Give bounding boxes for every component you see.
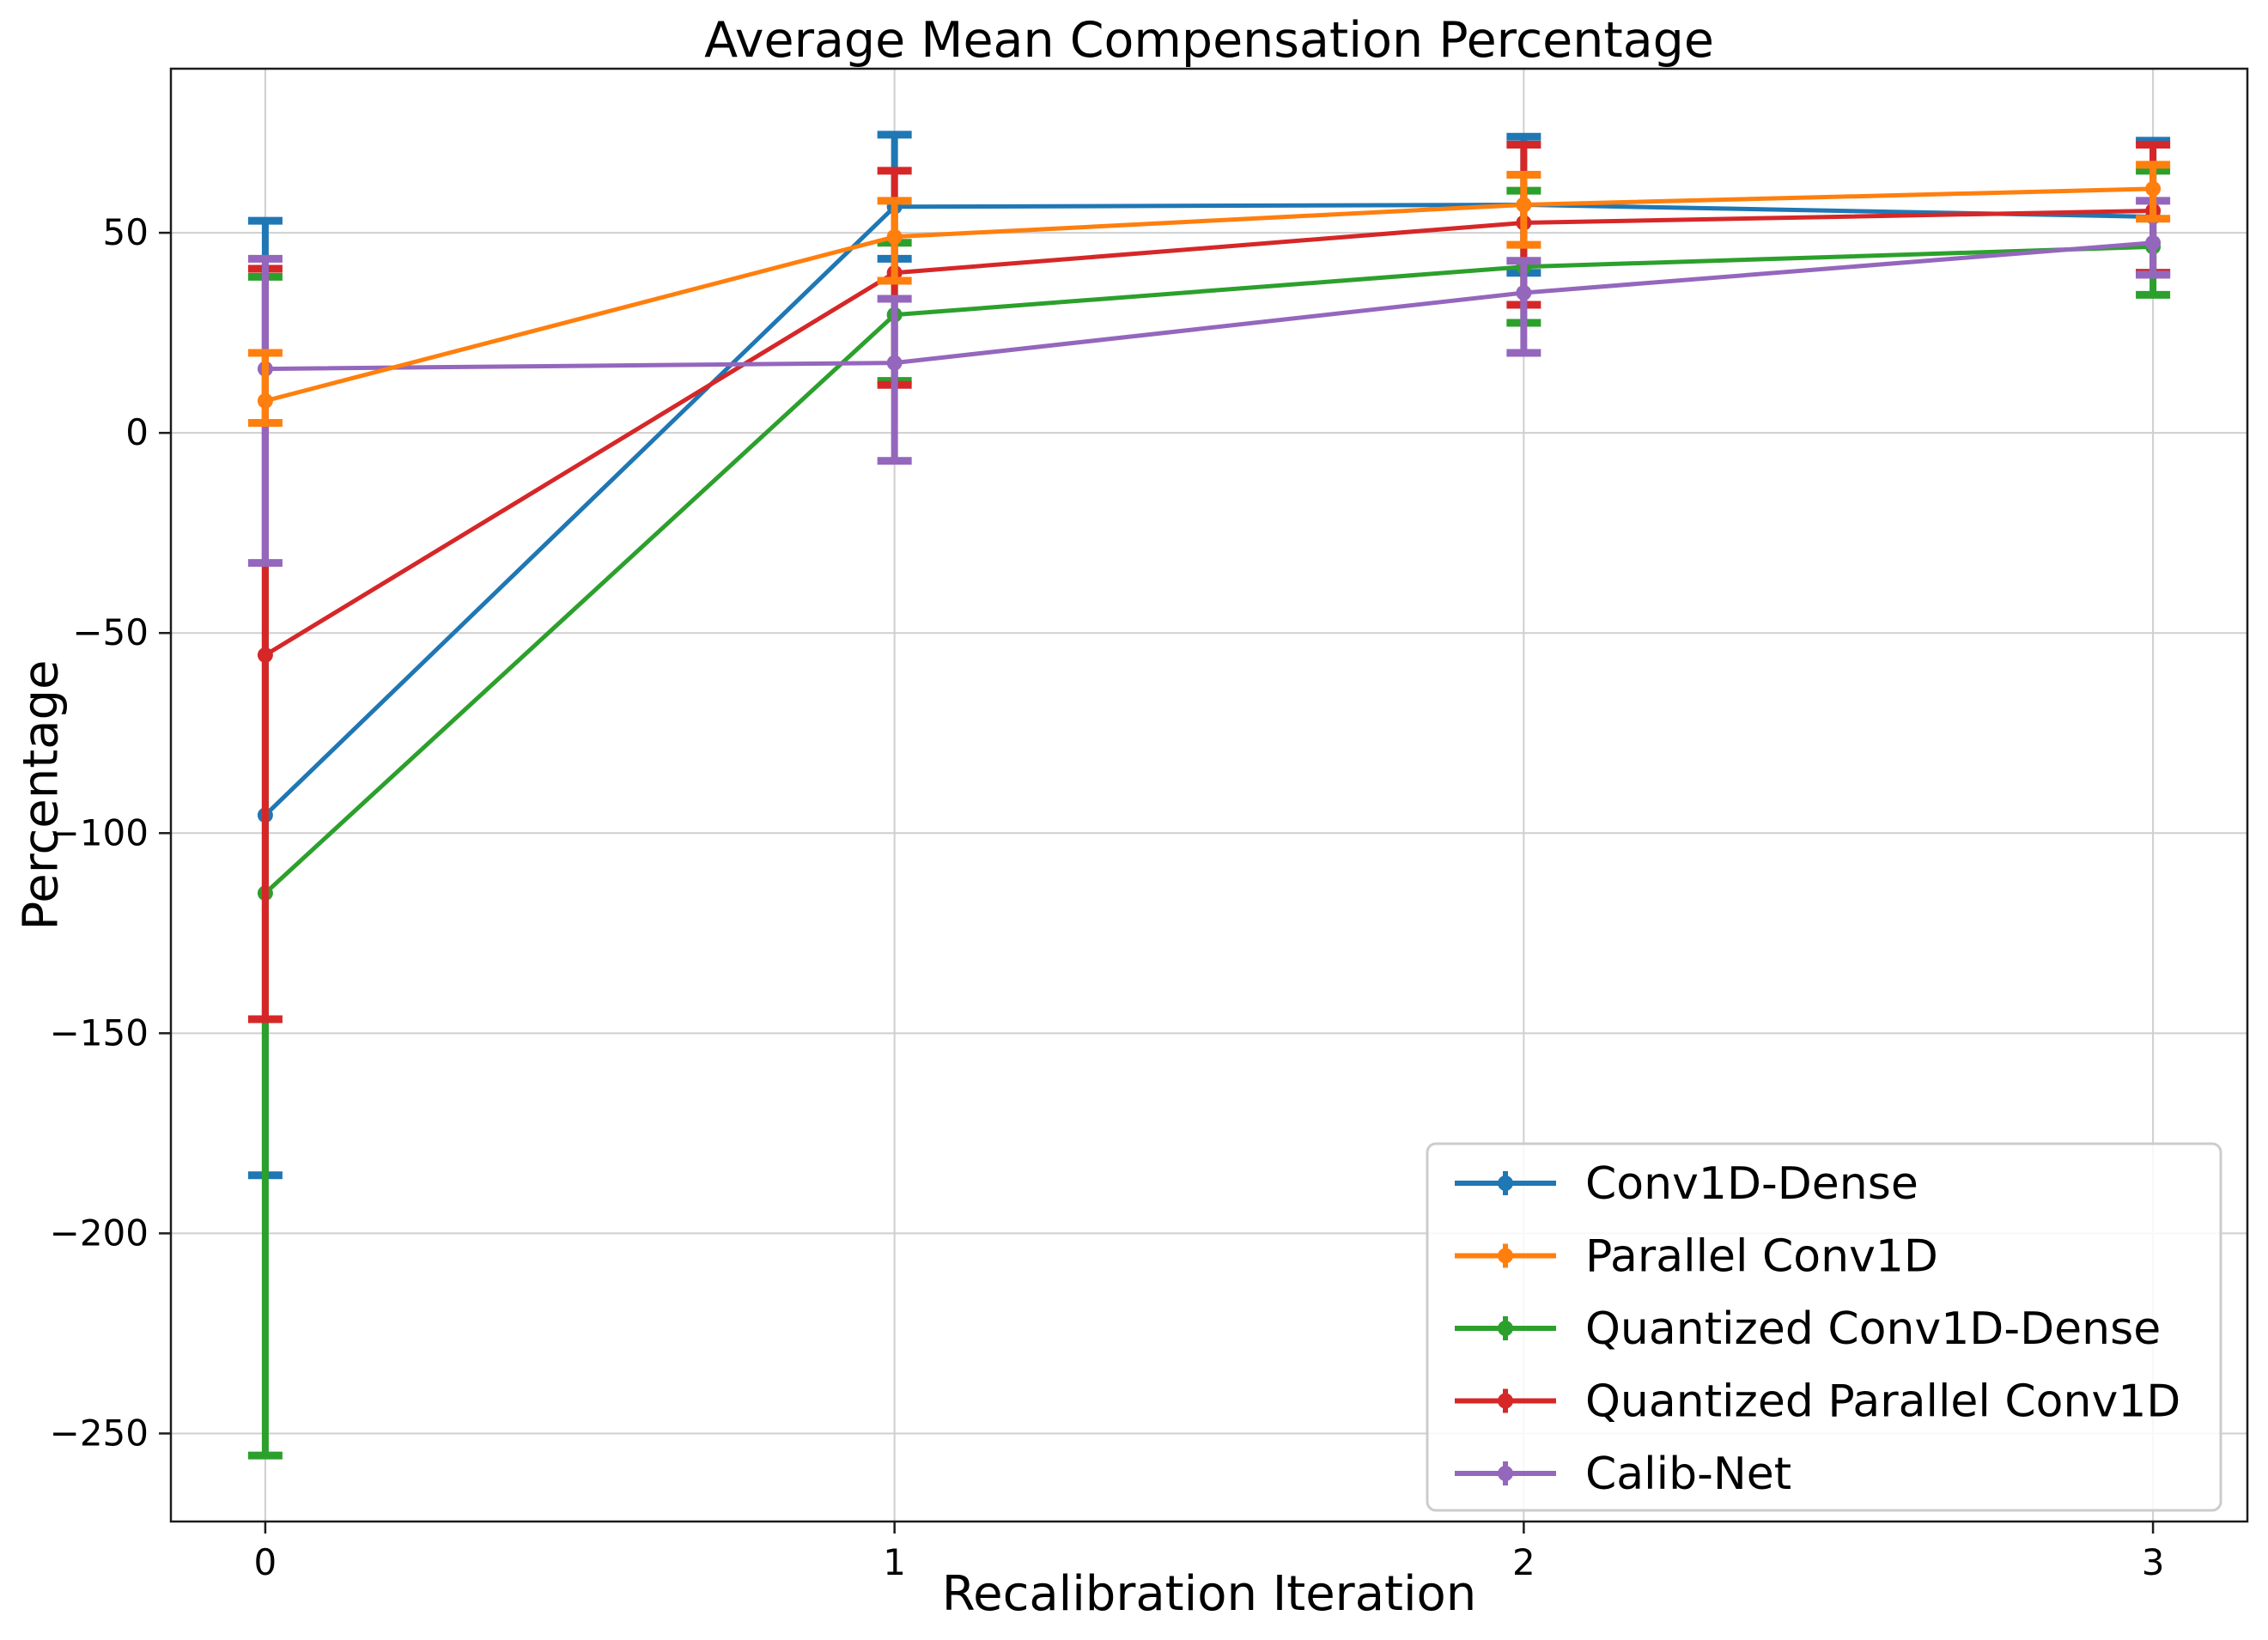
series-marker [1516, 197, 1532, 213]
y-axis-label: Percentage [13, 659, 70, 931]
legend-marker-icon [1498, 1393, 1513, 1409]
x-tick-label: 1 [883, 1541, 906, 1583]
series-line [263, 202, 2156, 817]
series-line [263, 244, 2156, 896]
legend-marker-icon [1498, 1321, 1513, 1336]
legend-label: Conv1D-Dense [1585, 1158, 1918, 1210]
x-tick-label: 3 [2142, 1541, 2165, 1583]
y-tick-label: 50 [103, 211, 149, 253]
x-axis-label: Recalibration Iteration [941, 1566, 1477, 1622]
series-marker [257, 392, 273, 409]
y-tick-label: −50 [72, 611, 149, 653]
chart-title: Average Mean Compensation Percentage [704, 12, 1714, 69]
x-tick-label: 0 [254, 1541, 277, 1583]
y-tick-label: 0 [125, 411, 149, 453]
x-tick-label: 2 [1512, 1541, 1535, 1583]
legend-marker-icon [1498, 1175, 1513, 1191]
y-tick-label: −100 [50, 811, 149, 853]
series-line [263, 208, 2156, 658]
series-marker [1516, 285, 1532, 301]
legend-label: Parallel Conv1D [1585, 1231, 1938, 1283]
y-tick-label: −200 [50, 1212, 149, 1254]
y-tick-label: −150 [50, 1011, 149, 1054]
legend-label: Quantized Conv1D-Dense [1585, 1303, 2161, 1355]
plot-border [169, 67, 2249, 1523]
legend-box [1426, 1142, 2222, 1512]
legend-marker-icon [1498, 1466, 1513, 1481]
series-marker [886, 355, 903, 371]
y-tick-label: −250 [50, 1412, 149, 1454]
series-marker [2145, 234, 2162, 251]
series-line [263, 240, 2156, 372]
series-marker [257, 647, 273, 663]
series-marker [886, 228, 903, 245]
legend-marker-icon [1498, 1248, 1513, 1264]
legend-label: Quantized Parallel Conv1D [1585, 1376, 2180, 1428]
series-marker [2145, 180, 2162, 197]
series-line [263, 186, 2156, 404]
legend-label: Calib-Net [1585, 1449, 1791, 1500]
